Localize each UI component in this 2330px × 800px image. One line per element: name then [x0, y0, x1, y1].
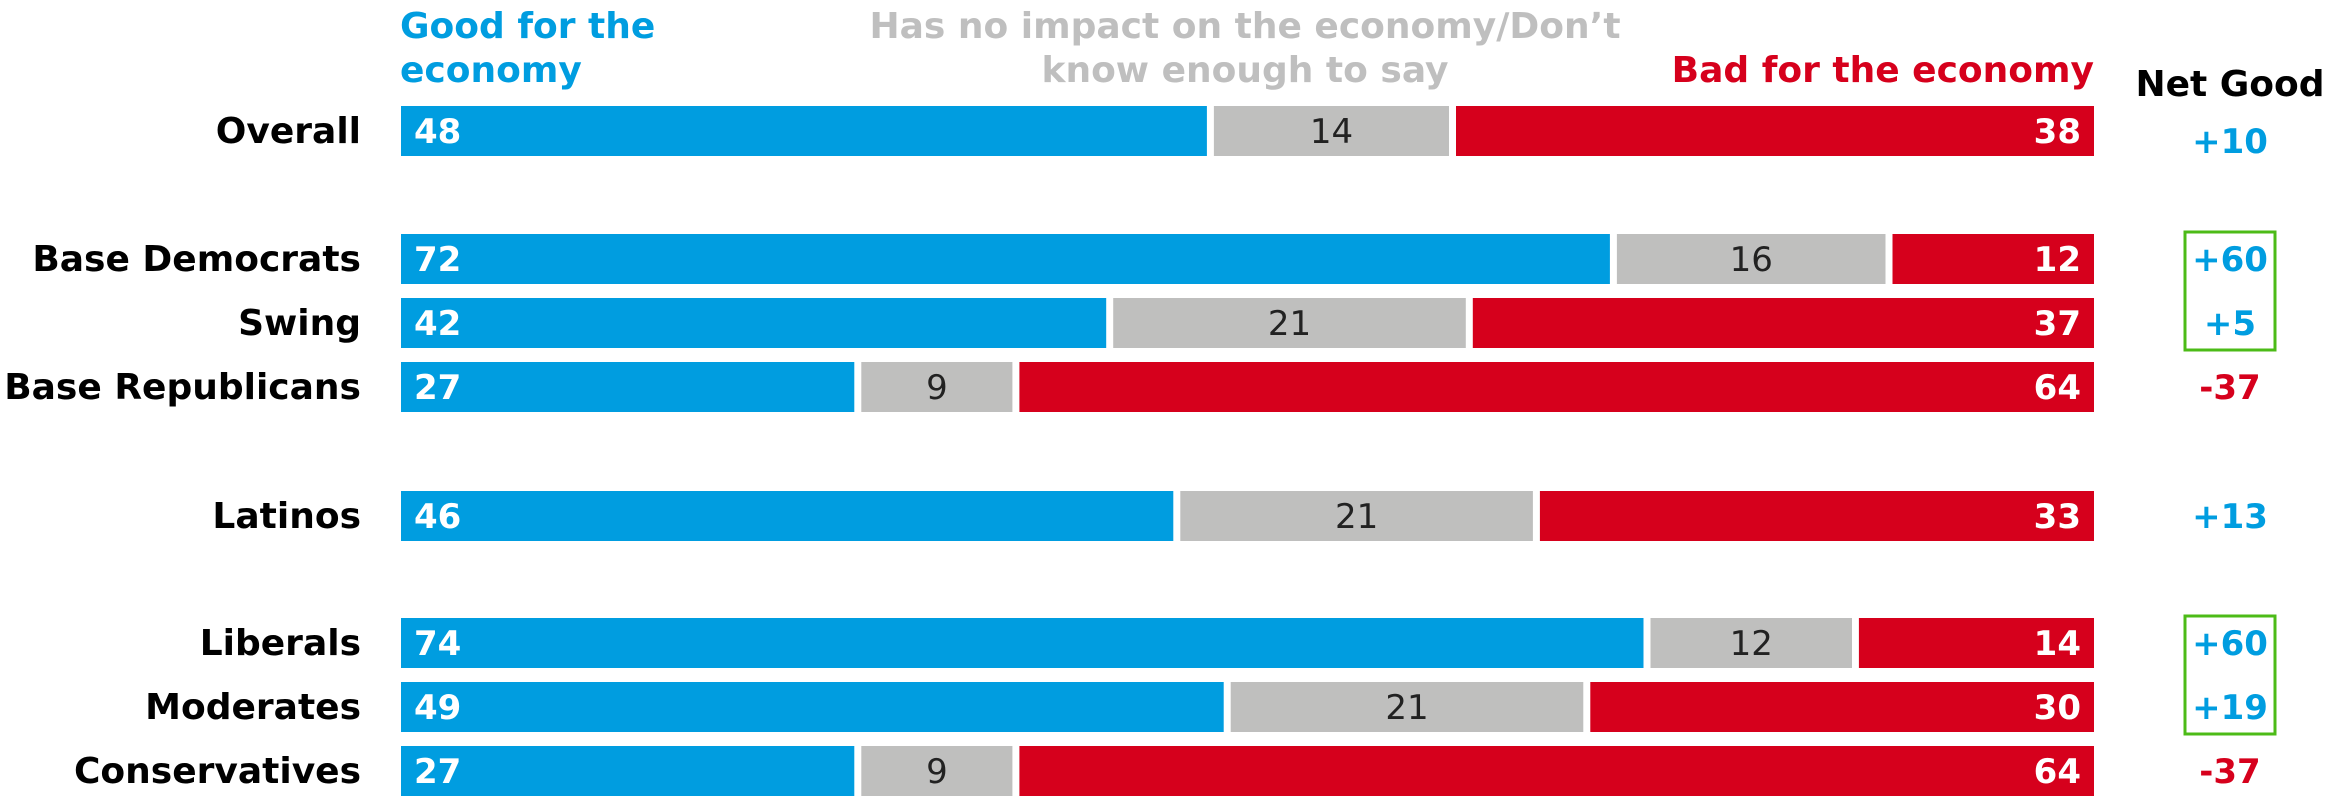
value-label-good-liberals: 74: [414, 624, 461, 664]
value-label-neutral-base-republicans: 9: [926, 368, 948, 408]
bar-good-moderates: [401, 682, 1224, 732]
net-good-highlight-box-2: [2183, 614, 2277, 736]
category-label-base-republicans: Base Republicans: [4, 367, 361, 408]
legend-neutral-line2: know enough to say: [1042, 50, 1449, 91]
value-label-neutral-latinos: 21: [1335, 497, 1378, 537]
value-label-bad-overall: 38: [2034, 112, 2081, 152]
net-good-value-base-republicans: -37: [2199, 368, 2260, 408]
category-label-base-democrats: Base Democrats: [32, 239, 361, 280]
bar-bad-conservatives: [1019, 746, 2094, 796]
category-label-moderates: Moderates: [145, 687, 361, 728]
bar-neutral-base-republicans: [861, 362, 1013, 412]
category-label-liberals: Liberals: [200, 623, 361, 664]
value-label-bad-base-democrats: 12: [2034, 240, 2081, 280]
net-good-value-conservatives: -37: [2199, 752, 2260, 792]
legend-bad: Bad for the economy: [1672, 50, 2094, 91]
bar-good-swing: [401, 298, 1107, 348]
category-label-swing: Swing: [238, 303, 361, 344]
value-label-neutral-base-democrats: 16: [1730, 240, 1773, 280]
value-label-good-overall: 48: [414, 112, 461, 152]
value-label-neutral-liberals: 12: [1730, 624, 1773, 664]
net-good-highlight-box-1: [2183, 230, 2277, 352]
value-label-good-conservatives: 27: [414, 752, 461, 792]
bar-neutral-moderates: [1230, 682, 1584, 732]
category-label-conservatives: Conservatives: [74, 751, 361, 792]
value-label-bad-liberals: 14: [2034, 624, 2081, 664]
value-label-neutral-conservatives: 9: [926, 752, 948, 792]
legend-good-line1: Good for the: [400, 6, 655, 47]
value-label-good-base-democrats: 72: [414, 240, 461, 280]
bar-good-base-democrats: [401, 234, 1610, 284]
value-label-good-base-republicans: 27: [414, 368, 461, 408]
value-label-bad-latinos: 33: [2034, 497, 2081, 537]
value-label-bad-swing: 37: [2034, 304, 2081, 344]
value-label-bad-moderates: 30: [2034, 688, 2081, 728]
bar-bad-latinos: [1539, 491, 2094, 541]
value-label-neutral-swing: 21: [1268, 304, 1311, 344]
category-label-latinos: Latinos: [212, 496, 361, 537]
legend-neutral-line1: Has no impact on the economy/Don’t: [869, 6, 1620, 47]
legend-good-line2: economy: [400, 50, 582, 91]
value-label-bad-conservatives: 64: [2034, 752, 2081, 792]
value-label-good-moderates: 49: [414, 688, 461, 728]
bar-neutral-conservatives: [861, 746, 1013, 796]
net-good-value-overall: +10: [2192, 122, 2268, 162]
bar-bad-liberals: [1858, 618, 2094, 668]
value-label-neutral-moderates: 21: [1385, 688, 1428, 728]
value-label-neutral-overall: 14: [1310, 112, 1353, 152]
bar-bad-overall: [1456, 106, 2094, 156]
category-label-overall: Overall: [216, 111, 361, 152]
net-good-value-latinos: +13: [2192, 497, 2268, 537]
value-label-bad-base-republicans: 64: [2034, 368, 2081, 408]
bar-neutral-overall: [1213, 106, 1449, 156]
bar-bad-base-republicans: [1019, 362, 2094, 412]
net-good-value-liberals: +60: [2192, 624, 2268, 664]
net-good-value-base-democrats: +60: [2192, 240, 2268, 280]
value-label-good-latinos: 46: [414, 497, 461, 537]
bar-bad-swing: [1472, 298, 2094, 348]
net-good-header: Net Good: [2135, 64, 2324, 105]
net-good-value-swing: +5: [2204, 304, 2256, 344]
bar-good-latinos: [401, 491, 1174, 541]
bar-good-base-republicans: [401, 362, 855, 412]
bar-neutral-swing: [1113, 298, 1466, 348]
bar-good-overall: [401, 106, 1207, 156]
bar-bad-base-democrats: [1892, 234, 2094, 284]
bar-neutral-liberals: [1650, 618, 1852, 668]
bar-good-liberals: [401, 618, 1644, 668]
bar-neutral-base-democrats: [1616, 234, 1886, 284]
net-good-value-moderates: +19: [2192, 688, 2268, 728]
bar-neutral-latinos: [1180, 491, 1533, 541]
bar-bad-moderates: [1590, 682, 2094, 732]
highlight-boxes: [2183, 230, 2277, 736]
chart-rows: Overall 48 14 38 +10 Base Democrats 72 16 12 +60 S…: [4, 106, 2268, 796]
bar-good-conservatives: [401, 746, 855, 796]
value-label-good-swing: 42: [414, 304, 461, 344]
